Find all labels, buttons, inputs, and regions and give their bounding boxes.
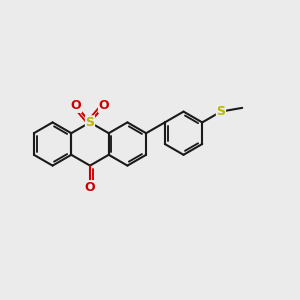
Text: S: S [216, 105, 225, 118]
Text: O: O [71, 99, 81, 112]
Text: O: O [85, 181, 95, 194]
Text: S: S [85, 116, 94, 129]
Text: O: O [99, 99, 109, 112]
